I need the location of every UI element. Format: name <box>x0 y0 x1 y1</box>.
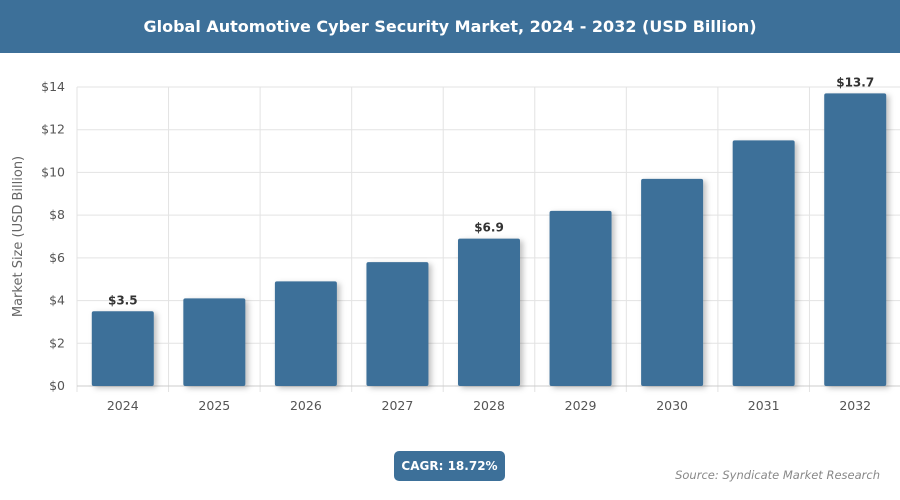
data-label: $13.7 <box>836 75 874 89</box>
x-tick-label: 2029 <box>565 398 597 413</box>
bar-2032 <box>824 93 887 387</box>
y-tick-label: $12 <box>41 122 65 137</box>
x-tick-label: 2031 <box>748 398 780 413</box>
x-tick-label: 2028 <box>473 398 505 413</box>
y-tick-label: $0 <box>49 378 65 393</box>
data-label: $6.9 <box>474 221 504 235</box>
x-tick-label: 2026 <box>290 398 322 413</box>
bar-2024 <box>91 311 154 386</box>
data-label: $3.5 <box>108 293 138 307</box>
y-tick-label: $14 <box>41 79 65 94</box>
bar-2030 <box>641 178 704 386</box>
y-tick-label: $8 <box>49 207 65 222</box>
chart-title: Global Automotive Cyber Security Market,… <box>0 0 900 53</box>
y-tick-label: $10 <box>41 164 65 179</box>
y-axis-label: Market Size (USD Billion) <box>11 156 26 317</box>
bar-2029 <box>549 210 612 386</box>
x-tick-label: 2027 <box>382 398 414 413</box>
y-tick-label: $6 <box>49 250 65 265</box>
x-tick-label: 2030 <box>656 398 688 413</box>
source-note: Source: Syndicate Market Research <box>675 468 880 482</box>
bar-2028 <box>458 238 520 386</box>
cagr-badge: CAGR: 18.72% <box>394 451 505 481</box>
y-tick-label: $2 <box>49 335 65 350</box>
bar-chart: $0 $2 $4 $6 $8 $10 $12 $14 Market Size (USD Bill… <box>11 75 900 413</box>
x-tick-label: 2024 <box>107 398 139 413</box>
bar-2026 <box>274 281 337 386</box>
bar-2027 <box>366 262 429 386</box>
bar-2031 <box>732 140 795 386</box>
bar-2025 <box>183 298 246 386</box>
x-tick-label: 2025 <box>198 398 230 413</box>
y-tick-label: $4 <box>49 293 65 308</box>
x-tick-label: 2032 <box>839 398 871 413</box>
